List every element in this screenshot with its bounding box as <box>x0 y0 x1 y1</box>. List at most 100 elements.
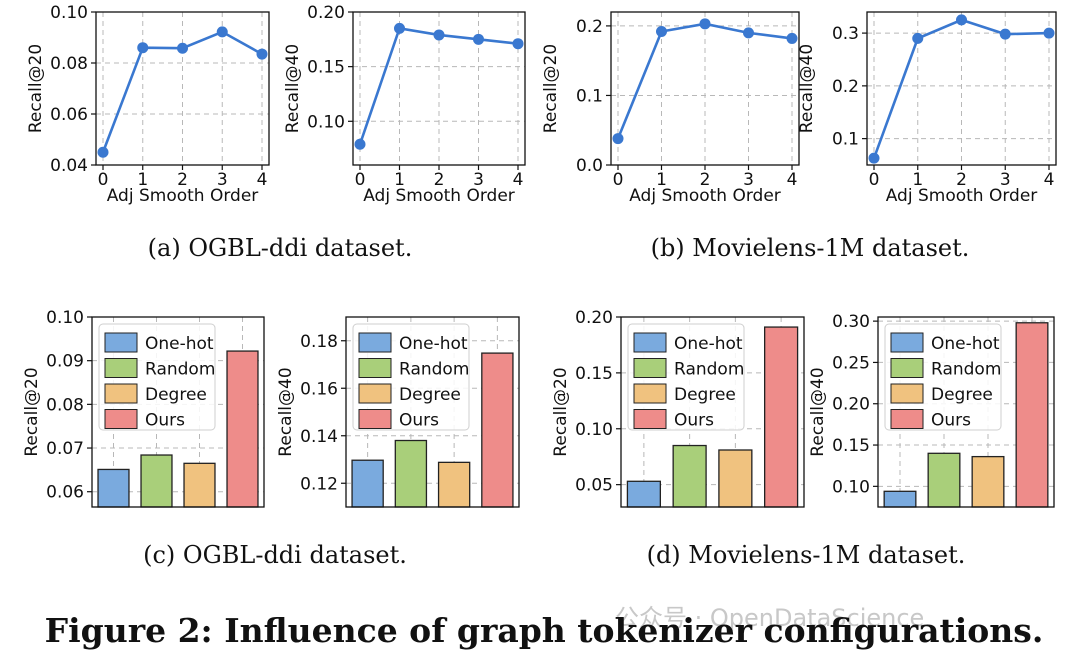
y-tick-label: 0.05 <box>575 476 613 496</box>
axes-frame <box>91 316 265 508</box>
x-axis-label: Adj Smooth Order <box>629 186 781 206</box>
legend-label: Random <box>674 360 744 380</box>
caption-d: (d) Movielens-1M dataset. <box>647 541 966 569</box>
y-tick-label: 0.1 <box>576 86 603 106</box>
data-point <box>216 26 228 38</box>
line-chart-b-left: 0 1 2 3 4 0.0 0.1 0.2 Recall@20 Adj Smooth Order <box>541 11 800 206</box>
bar <box>183 462 216 508</box>
legend-label: Degree <box>674 385 736 405</box>
caption-a: (a) OGBL-ddi dataset. <box>148 234 413 262</box>
bar-chart-d-left: 0.05 0.10 0.15 0.20 Recall@20 One-hot Random De… <box>551 308 805 508</box>
data-point <box>512 38 524 50</box>
y-tick-label: 0.10 <box>307 112 345 132</box>
x-tick-label: 0 <box>355 170 366 190</box>
bar <box>226 350 259 508</box>
x-tick-label: 4 <box>1044 170 1055 190</box>
bar <box>437 461 471 508</box>
legend-label: Degree <box>145 385 207 405</box>
data-point <box>612 133 624 145</box>
legend-swatch <box>358 332 392 353</box>
data-point <box>177 42 188 54</box>
data-point <box>1043 27 1055 39</box>
legend-swatch <box>633 332 667 353</box>
legend-swatch <box>104 332 138 353</box>
y-tick-label: 0.08 <box>46 395 84 415</box>
x-axis-label: Adj Smooth Order <box>363 186 515 206</box>
x-tick-label: 0 <box>613 170 624 190</box>
legend-swatch <box>104 358 138 378</box>
y-tick-label: 0.2 <box>832 77 859 97</box>
y-tick-label: 0.10 <box>46 308 84 328</box>
data-point <box>137 42 149 54</box>
bar <box>1015 322 1049 508</box>
data-point <box>956 14 967 26</box>
bar-chart-c-left: 0.06 0.07 0.08 0.09 0.10 Recall@20 One-hot Rand… <box>22 308 265 508</box>
legend-label: Random <box>931 360 1001 380</box>
legend-label: Degree <box>399 385 461 405</box>
y-tick-label: 0.14 <box>300 427 338 447</box>
y-tick-label: 0.10 <box>832 477 870 497</box>
data-point <box>999 28 1011 40</box>
x-tick-label: 4 <box>787 170 798 190</box>
axes-frame <box>610 11 800 166</box>
y-axis-label: Recall@20 <box>26 44 46 133</box>
y-axis-label: Recall@40 <box>276 367 296 456</box>
y-axis-label: Recall@40 <box>283 44 303 133</box>
legend-label: One-hot <box>674 334 743 354</box>
line-chart-b-right: 0 1 2 3 4 0.1 0.2 0.3 Recall@40 Adj Smooth Order <box>797 11 1057 206</box>
data-point <box>868 152 880 164</box>
axes-frame <box>95 11 270 166</box>
legend-swatch <box>104 383 138 404</box>
x-axis-label: Adj Smooth Order <box>886 186 1038 206</box>
y-tick-label: 0.06 <box>50 105 88 125</box>
legend-swatch <box>633 383 667 404</box>
data-point <box>354 138 366 150</box>
y-tick-label: 0.04 <box>50 156 88 176</box>
y-axis-label: Recall@40 <box>797 44 817 133</box>
y-tick-label: 0.09 <box>46 352 84 372</box>
y-tick-label: 0.30 <box>832 312 870 332</box>
y-axis-label: Recall@20 <box>551 367 571 456</box>
caption-c: (c) OGBL-ddi dataset. <box>143 541 407 569</box>
data-point <box>256 48 268 60</box>
x-tick-label: 2 <box>956 170 967 190</box>
legend-label: One-hot <box>399 334 468 354</box>
legend-swatch <box>104 409 138 429</box>
bar <box>971 455 1005 508</box>
y-tick-label: 0.10 <box>575 420 613 440</box>
legend-swatch <box>633 358 667 378</box>
legend-label: Ours <box>674 411 714 431</box>
x-tick-label: 1 <box>394 170 405 190</box>
x-tick-label: 2 <box>434 170 445 190</box>
x-tick-label: 2 <box>177 170 188 190</box>
y-tick-label: 0.15 <box>307 58 345 78</box>
legend-label: Random <box>145 360 215 380</box>
data-point <box>97 146 109 158</box>
legend-label: One-hot <box>931 334 1000 354</box>
data-point <box>394 22 405 34</box>
data-point <box>656 25 667 37</box>
bar <box>718 449 753 508</box>
y-tick-label: 0.15 <box>832 436 870 456</box>
y-tick-label: 0.18 <box>300 332 338 352</box>
x-tick-label: 3 <box>217 170 228 190</box>
axes-frame <box>620 316 805 508</box>
data-point <box>473 33 484 45</box>
x-tick-label: 3 <box>473 170 484 190</box>
data-point <box>699 18 711 30</box>
caption-b: (b) Movielens-1M dataset. <box>651 234 970 262</box>
legend-label: Ours <box>145 411 185 431</box>
y-tick-label: 0.2 <box>576 17 603 37</box>
bar <box>394 439 428 508</box>
legend-swatch <box>358 409 392 429</box>
x-tick-label: 1 <box>137 170 148 190</box>
figure-title: Figure 2: Influence of graph tokenizer c… <box>45 611 1044 650</box>
bar <box>764 326 799 508</box>
y-tick-label: 0.15 <box>575 364 613 384</box>
x-tick-label: 1 <box>656 170 667 190</box>
x-tick-label: 1 <box>912 170 923 190</box>
x-tick-label: 0 <box>869 170 880 190</box>
legend-label: Ours <box>931 411 971 431</box>
